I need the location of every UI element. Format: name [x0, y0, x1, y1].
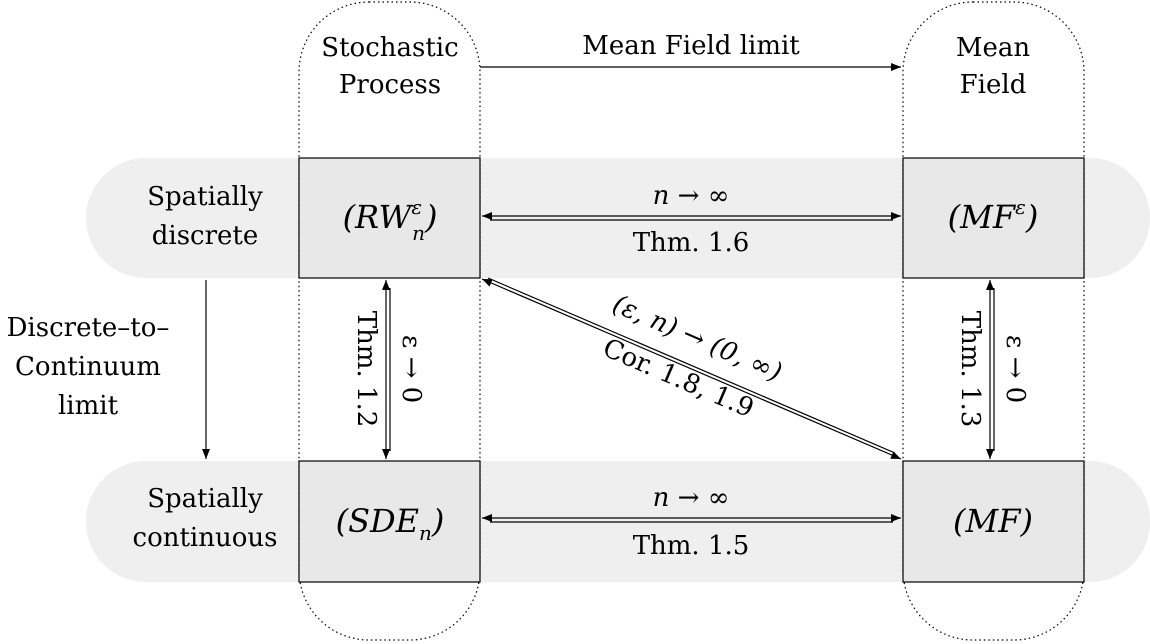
- edge-top-double-arrow: [482, 212, 901, 221]
- node-label-mfe: (MFε): [948, 195, 1039, 236]
- edge-right-cond: ε → 0: [1000, 335, 1030, 403]
- node-box-rw: [298, 157, 481, 279]
- row-label-continuous-line1: Spatially: [147, 484, 263, 514]
- node-box-mf: [902, 460, 1085, 583]
- edge-bottom-double-arrow: [482, 514, 901, 523]
- edge-top-above: n → ∞: [653, 181, 730, 211]
- column-pill-meanfield: [902, 1, 1085, 641]
- discrete-to-continuum-label-line1: Discrete–to–: [7, 313, 170, 343]
- edge-left-thm: Thm. 1.2: [351, 311, 381, 428]
- edge-left-double-arrow: [382, 280, 391, 459]
- column-header-meanfield-line2: Field: [960, 70, 1027, 100]
- column-pill-stochastic: [298, 1, 481, 641]
- meanfield-limit-label: Mean Field limit: [582, 31, 800, 61]
- discrete-to-continuum-label-line3: limit: [58, 391, 119, 421]
- row-label-discrete-line1: Spatially: [147, 182, 263, 212]
- edge-bottom-below: Thm. 1.5: [633, 531, 750, 561]
- node-box-sde: [298, 460, 481, 583]
- column-header-stochastic-line1: Stochastic: [321, 33, 458, 63]
- edge-top-below: Thm. 1.6: [633, 228, 750, 258]
- node-label-mf: (MF): [953, 502, 1033, 540]
- node-label-sde: (SDEn): [336, 502, 445, 545]
- edge-right-double-arrow: [986, 280, 995, 459]
- node-box-mfe: [902, 157, 1085, 279]
- edge-bottom-above: n → ∞: [653, 483, 730, 513]
- column-header-stochastic-line2: Process: [339, 70, 441, 100]
- edge-diagonal-double-arrow: [481, 277, 902, 460]
- column-header-meanfield-line1: Mean: [956, 33, 1031, 63]
- discrete-to-continuum-label-line2: Continuum: [15, 352, 161, 382]
- node-label-rw: (RWε n): [343, 195, 438, 245]
- row-label-discrete-line2: discrete: [152, 221, 259, 251]
- edge-right-thm: Thm. 1.3: [955, 311, 985, 428]
- edge-left-cond: ε → 0: [396, 335, 426, 403]
- row-label-continuous-line2: continuous: [133, 523, 278, 553]
